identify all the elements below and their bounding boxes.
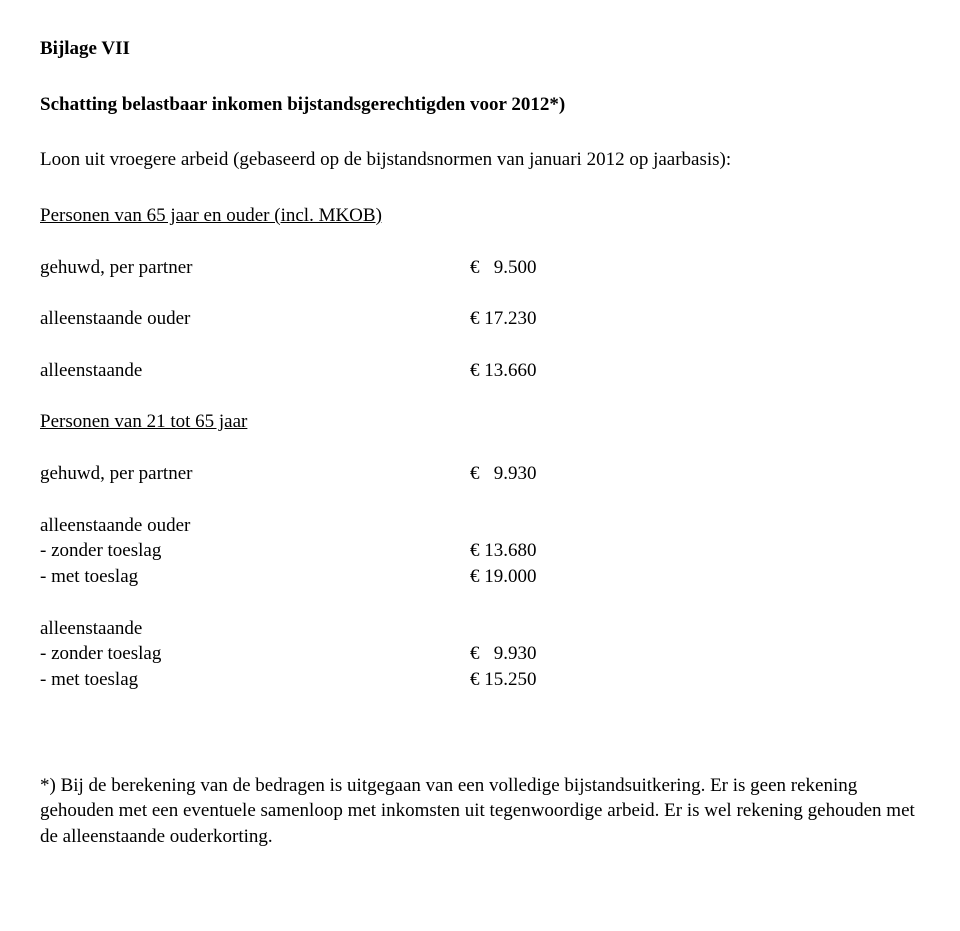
table-row: - zonder toeslag € 13.680	[40, 538, 960, 564]
table-row: - zonder toeslag € 9.930	[40, 641, 960, 667]
row-label: gehuwd, per partner	[40, 461, 470, 487]
row-value: € 13.680	[470, 538, 590, 564]
table-row: - met toeslag € 15.250	[40, 667, 960, 693]
row-value: € 9.500	[470, 255, 590, 281]
row-value: € 17.230	[470, 306, 590, 332]
row-value: € 9.930	[470, 461, 590, 487]
table-row: alleenstaande ouder € 17.230	[40, 306, 960, 332]
row-value: € 19.000	[470, 564, 590, 590]
row-label: alleenstaande	[40, 358, 470, 384]
subgroup-heading: alleenstaande	[40, 616, 960, 642]
table-row: - met toeslag € 19.000	[40, 564, 960, 590]
group1-heading: Personen van 65 jaar en ouder (incl. MKO…	[40, 203, 960, 229]
row-value: € 9.930	[470, 641, 590, 667]
row-value: € 13.660	[470, 358, 590, 384]
row-value: € 15.250	[470, 667, 590, 693]
page-subtitle: Schatting belastbaar inkomen bijstandsge…	[40, 92, 960, 118]
page-title: Bijlage VII	[40, 36, 960, 62]
table-row: gehuwd, per partner € 9.930	[40, 461, 960, 487]
row-label: gehuwd, per partner	[40, 255, 470, 281]
group2-heading: Personen van 21 tot 65 jaar	[40, 409, 960, 435]
table-row: gehuwd, per partner € 9.500	[40, 255, 960, 281]
subgroup-heading: alleenstaande ouder	[40, 513, 960, 539]
row-label: alleenstaande ouder	[40, 306, 470, 332]
row-label: - zonder toeslag	[40, 538, 470, 564]
row-label: - met toeslag	[40, 667, 470, 693]
footnote-paragraph: *) Bij de berekening van de bedragen is …	[40, 773, 920, 850]
row-label: - met toeslag	[40, 564, 470, 590]
intro-paragraph: Loon uit vroegere arbeid (gebaseerd op d…	[40, 147, 960, 173]
table-row: alleenstaande € 13.660	[40, 358, 960, 384]
row-label: - zonder toeslag	[40, 641, 470, 667]
